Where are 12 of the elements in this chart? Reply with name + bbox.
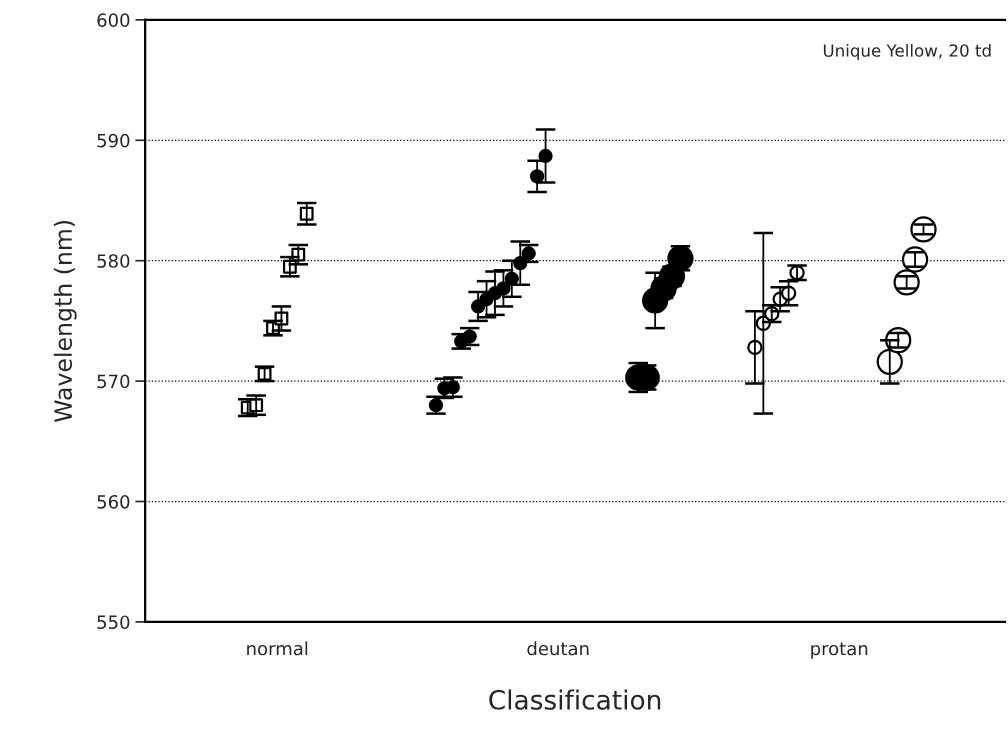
y-tick-label: 590: [97, 133, 130, 148]
x-tick-label: deutan: [527, 641, 589, 656]
y-tick-label: 550: [97, 615, 130, 630]
y-tick-label: 600: [97, 13, 130, 27]
x-tick-label: normal: [247, 641, 308, 656]
y-tick-label: 580: [97, 254, 130, 268]
annotation: Unique Yellow, 20 td: [823, 43, 991, 61]
y-axis-title: Wavelength (nm): [53, 220, 77, 423]
y-tick-label: 570: [97, 374, 130, 389]
y-tick-label: 560: [97, 494, 130, 509]
x-tick-label: protan: [811, 642, 868, 659]
x-axis-title: Classification: [489, 689, 661, 710]
